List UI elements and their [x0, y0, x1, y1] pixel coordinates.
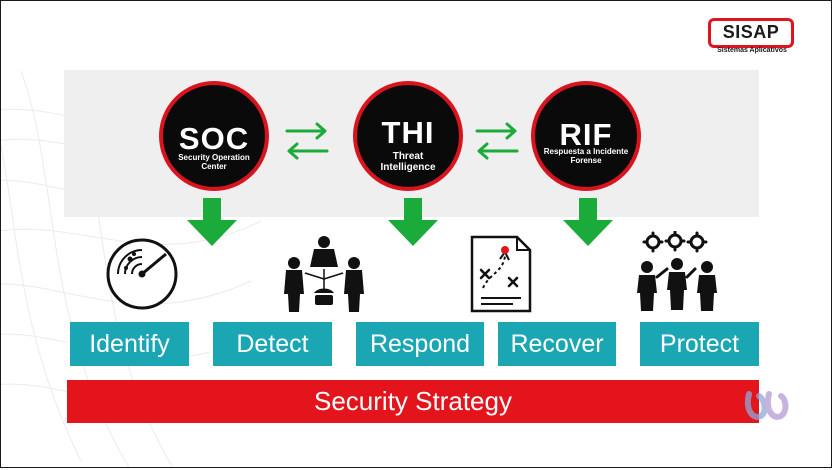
- rif-text: Respuesta a Incidente Forense: [543, 147, 629, 165]
- thi-abbr: THI: [381, 115, 435, 150]
- thi-text: Threat Intelligence: [380, 151, 436, 173]
- soc-abbr: SOC: [178, 121, 250, 156]
- team-gears-icon: [637, 231, 717, 311]
- rif-circle: RIF Respuesta a Incidente Forense: [531, 81, 641, 191]
- sisap-logo: SISAP Sistemas Aplicativos: [708, 18, 796, 58]
- down-arrow-icon: [563, 198, 613, 246]
- strategy-plan-icon: [470, 235, 532, 313]
- exchange-arrows-icon: [475, 122, 519, 160]
- stage-detect: Detect: [210, 322, 332, 366]
- logo-frame: [708, 18, 794, 48]
- security-strategy-banner: Security Strategy: [67, 380, 759, 423]
- rif-abbr: RIF: [559, 117, 613, 152]
- radar-icon: [106, 238, 178, 310]
- stage-respond: Respond: [353, 322, 484, 366]
- down-arrow-icon: [187, 198, 237, 246]
- down-arrow-icon: [388, 198, 438, 246]
- watermark-logo: [745, 391, 789, 420]
- logo-tagline: Sistemas Aplicativos: [717, 47, 787, 54]
- exchange-arrows-icon: [285, 122, 329, 160]
- soc-circle: SOC Security Operation Center: [159, 81, 269, 191]
- thi-circle: THI Threat Intelligence: [353, 81, 463, 191]
- logo-name: SISAP: [722, 22, 780, 42]
- stage-protect: Protect: [637, 322, 759, 366]
- stage-recover: Recover: [495, 322, 616, 366]
- people-network-icon: [284, 236, 364, 312]
- soc-text: Security Operation Center: [178, 153, 250, 171]
- stage-identify: Identify: [67, 322, 189, 366]
